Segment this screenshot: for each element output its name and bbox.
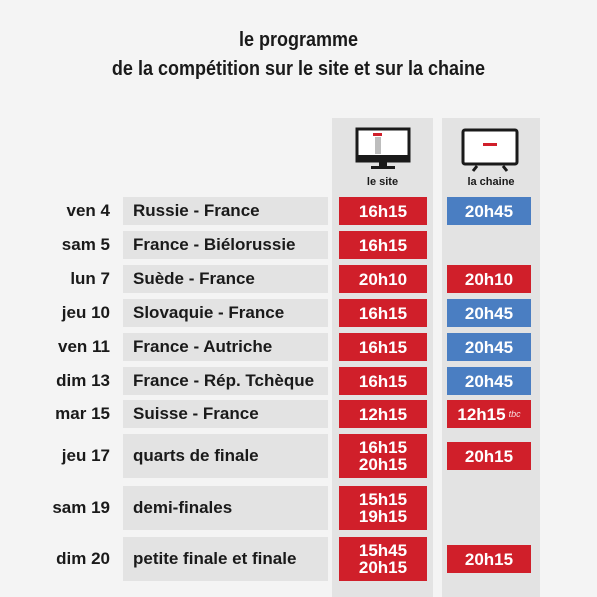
site-time: 16h15 — [358, 337, 408, 357]
row-day: sam 5 — [61, 235, 110, 254]
table-row: jeu 10 Slovaquie - France 16h15 20h45 — [0, 299, 597, 327]
row-day: sam 19 — [52, 498, 110, 517]
row-match: petite finale et finale — [123, 537, 328, 581]
table-row: ven 11 France - Autriche 16h15 20h45 — [0, 333, 597, 361]
site-time-cell: 20h10 — [339, 265, 427, 293]
row-match: France - Rép. Tchèque — [123, 367, 328, 395]
row-day: jeu 17 — [61, 446, 110, 465]
site-time: 20h15 — [358, 455, 408, 474]
site-time: 20h15 — [358, 558, 408, 577]
row-match: France - Autriche — [123, 333, 328, 361]
table-row: ven 4 Russie - France 16h15 20h45 — [0, 197, 597, 225]
table-row: sam 19 demi-finales 15h15 19h15 — [0, 486, 597, 530]
tv-note: tbc — [508, 408, 521, 419]
site-time: 20h10 — [358, 269, 408, 289]
site-time: 16h15 — [358, 371, 408, 391]
row-match: Suède - France — [123, 265, 328, 293]
table-row: dim 13 France - Rép. Tchèque 16h15 20h45 — [0, 367, 597, 395]
tv-time-cell: 20h45 — [447, 367, 531, 395]
site-time-cell: 16h15 — [339, 333, 427, 361]
tv-time-cell: 20h45 — [447, 333, 531, 361]
tv-column-label: la chaine — [467, 176, 515, 188]
site-time-cell: 16h15 — [339, 231, 427, 259]
row-day: dim 20 — [56, 549, 110, 568]
monitor-icon — [355, 127, 411, 169]
tv-time-cell: 20h15 — [447, 545, 531, 573]
row-match: demi-finales — [123, 486, 328, 530]
tv-time: 12h15 — [457, 404, 506, 424]
site-time: 19h15 — [358, 507, 408, 526]
site-time: 16h15 — [358, 201, 408, 221]
page-title: le programme de la compétition sur le si… — [30, 26, 567, 84]
site-time: 15h15 — [358, 490, 408, 509]
tv-time-cell: 20h10 — [447, 265, 531, 293]
site-time-cell: 15h15 19h15 — [339, 486, 427, 530]
row-match: Russie - France — [123, 197, 328, 225]
row-day: ven 4 — [66, 201, 110, 220]
tv-icon — [461, 128, 519, 172]
site-time-cell: 12h15 — [339, 400, 427, 428]
tv-time-cell: 20h45 — [447, 197, 531, 225]
table-row: mar 15 Suisse - France 12h15 12h15 tbc — [0, 400, 597, 428]
row-match: France - Biélorussie — [123, 231, 328, 259]
tv-time: 20h15 — [464, 446, 514, 466]
tv-time-cell: 12h15 tbc — [447, 400, 531, 428]
row-match: Suisse - France — [123, 400, 328, 428]
row-day: lun 7 — [70, 269, 110, 288]
title-line-1: le programme — [238, 29, 359, 51]
site-time-cell: 16h15 — [339, 299, 427, 327]
site-time-cell: 15h45 20h15 — [339, 537, 427, 581]
tv-time-cell: 20h15 — [447, 442, 531, 470]
site-column-label: le site — [366, 176, 399, 188]
tv-time-cell: 20h45 — [447, 299, 531, 327]
row-day: dim 13 — [56, 371, 110, 390]
tv-time: 20h45 — [464, 337, 514, 357]
row-match: Slovaquie - France — [123, 299, 328, 327]
row-match: quarts de finale — [123, 434, 328, 478]
site-time-cell: 16h15 — [339, 367, 427, 395]
site-time: 16h15 — [358, 438, 408, 457]
table-row: dim 20 petite finale et finale 15h45 20h15 2… — [0, 537, 597, 581]
row-day: mar 15 — [55, 404, 110, 423]
tv-time: 20h45 — [464, 303, 514, 323]
tv-time: 20h10 — [464, 269, 514, 289]
site-time: 16h15 — [358, 303, 408, 323]
site-time-cell: 16h15 20h15 — [339, 434, 427, 478]
tv-time: 20h45 — [464, 201, 514, 221]
site-time-cell: 16h15 — [339, 197, 427, 225]
tv-time: 20h45 — [464, 371, 514, 391]
table-row: sam 5 France - Biélorussie 16h15 — [0, 231, 597, 259]
table-row: lun 7 Suède - France 20h10 20h10 — [0, 265, 597, 293]
site-time: 12h15 — [358, 404, 408, 424]
site-time: 16h15 — [358, 235, 408, 255]
row-day: ven 11 — [58, 337, 110, 356]
table-row: jeu 17 quarts de finale 16h15 20h15 20h15 — [0, 434, 597, 478]
site-time: 15h45 — [358, 541, 408, 560]
title-line-2: de la compétition sur le site et sur la … — [111, 58, 486, 80]
tv-time: 20h15 — [464, 549, 514, 569]
row-day: jeu 10 — [61, 303, 110, 322]
